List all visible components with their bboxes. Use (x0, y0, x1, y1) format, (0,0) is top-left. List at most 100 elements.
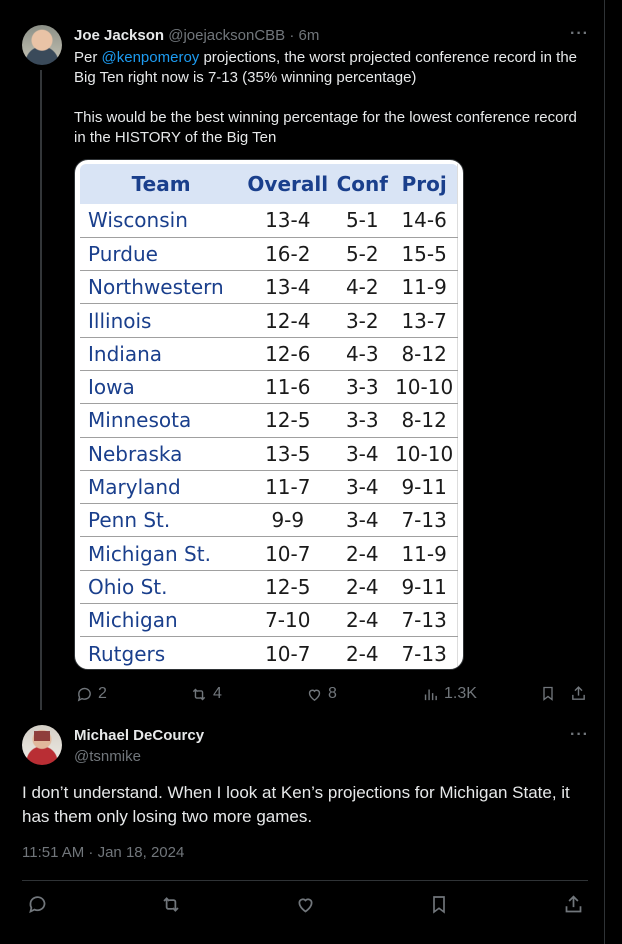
reply-icon (77, 687, 91, 701)
cell-overall: 13-4 (242, 204, 334, 238)
tweet-header: Joe Jackson @joejacksonCBB · 6m (74, 27, 319, 44)
repost-button[interactable] (160, 894, 182, 915)
share-button[interactable] (570, 685, 587, 702)
cell-team: Rutgers (88, 641, 166, 666)
cell-proj: 7-13 (391, 503, 459, 538)
cell-conf: 5-2 (333, 237, 392, 272)
repost-button[interactable]: 4 (190, 685, 222, 703)
cell-team: Indiana (80, 337, 243, 371)
cell-conf: 2-4 (333, 536, 392, 571)
cell-overall: 11-6 (242, 370, 334, 405)
cell-conf: 3-2 (333, 303, 392, 338)
views-button[interactable]: 1.3K (422, 685, 477, 703)
cell-team: Northwestern (80, 270, 243, 305)
thread-connector-line (40, 70, 42, 710)
table-body: Wisconsin 13-4 5-1 14-6 Purdue 16-2 5-2 15-5 Nor… (80, 204, 459, 669)
cell-team: Michigan (80, 603, 243, 638)
cell-conf: 2-4 (333, 603, 392, 638)
cell-proj: 9-11 (391, 470, 459, 505)
author-name[interactable]: Michael DeCourcy (74, 727, 205, 744)
cell-team: Minnesota (80, 403, 243, 438)
more-options-button[interactable]: ··· (570, 726, 589, 743)
bookmark-icon (433, 896, 445, 914)
column-header-overall: Overall (242, 164, 334, 204)
cell-proj: 11-9 (391, 536, 459, 571)
cell-proj: 15-5 (391, 237, 459, 272)
body-line-rest: projections, the worst projected confere… (74, 49, 577, 86)
table-header-row: Team Overall Conf Proj (80, 164, 459, 204)
tweet-media-image[interactable]: Team Overall Conf Proj Wisconsin 13-4 5-1 1… (74, 159, 464, 670)
avatar[interactable] (22, 725, 62, 765)
cell-proj: 7-13 (391, 603, 459, 638)
column-header-conf: Conf (333, 164, 392, 204)
time-separator: · (289, 27, 295, 44)
like-button[interactable] (295, 894, 316, 915)
column-header-proj: Proj (391, 164, 459, 204)
cell-conf: 2-4 (345, 641, 379, 666)
cell-conf: 3-4 (333, 470, 392, 505)
tweet-timestamp[interactable]: 11:51 AM · Jan 18, 2024 (22, 844, 185, 861)
like-icon (308, 689, 321, 701)
table-row: Nebraska 13-5 3-4 10-10 (80, 437, 459, 471)
more-options-button[interactable]: ··· (570, 25, 589, 42)
table-row: Northwestern 13-4 4-2 11-9 (80, 270, 459, 305)
avatar-flag (34, 731, 50, 741)
cell-conf: 4-2 (333, 270, 392, 305)
cell-overall: 13-4 (242, 270, 334, 305)
repost-count: 4 (213, 685, 222, 702)
cell-team: Penn St. (80, 503, 243, 538)
table-row: Penn St. 9-9 3-4 7-13 (80, 503, 459, 538)
projections-table: Team Overall Conf Proj Wisconsin 13-4 5-1 1… (80, 164, 459, 669)
cell-proj: 10-10 (391, 437, 459, 471)
cell-proj: 8-12 (391, 337, 459, 371)
body-prefix: Per (74, 49, 102, 66)
share-icon (565, 895, 582, 913)
cell-team: Wisconsin (80, 204, 243, 238)
cell-overall: 12-5 (242, 570, 334, 605)
bookmark-button[interactable] (429, 894, 449, 915)
cell-overall: 11-7 (242, 470, 334, 505)
table-row: Indiana 12-6 4-3 8-12 (80, 337, 459, 371)
mention-link[interactable]: @kenpomeroy (101, 49, 200, 66)
cell-overall: 12-6 (242, 337, 334, 371)
avatar[interactable] (22, 25, 62, 65)
cell-proj: 8-12 (391, 403, 459, 438)
reply-count: 2 (98, 685, 107, 702)
author-handle[interactable]: @tsnmike (74, 748, 141, 765)
table-row: Michigan 7-10 2-4 7-13 (80, 603, 459, 638)
like-icon (298, 898, 313, 913)
cell-conf: 4-3 (333, 337, 392, 371)
reply-button[interactable] (27, 894, 48, 915)
cell-proj: 9-11 (391, 570, 459, 605)
cell-team: Illinois (80, 303, 243, 338)
cell-team: Nebraska (80, 437, 243, 471)
views-icon (424, 689, 437, 700)
tweet-text: Per @kenpomeroy projections, the worst p… (74, 48, 584, 168)
cell-overall: 12-4 (242, 303, 334, 338)
reply-button[interactable]: 2 (76, 685, 107, 703)
like-button[interactable]: 8 (306, 685, 337, 703)
cell-team: Ohio St. (80, 570, 243, 605)
repost-icon (192, 688, 206, 700)
table-row: Iowa 11-6 3-3 10-10 (80, 370, 459, 405)
like-count: 8 (328, 685, 337, 702)
table-row: Ohio St. 12-5 2-4 9-11 (80, 570, 459, 605)
table-row: Purdue 16-2 5-2 15-5 (80, 237, 459, 272)
tweet-text: I don’t understand. When I look at Ken’s… (22, 783, 570, 826)
cell-team: Purdue (80, 237, 243, 272)
cell-overall: 10-7 (242, 536, 334, 571)
bookmark-button[interactable] (540, 685, 556, 702)
cell-overall: 16-2 (242, 237, 334, 272)
share-button[interactable] (563, 894, 584, 915)
author-name[interactable]: Joe Jackson (74, 27, 165, 44)
cell-conf: 2-4 (333, 570, 392, 605)
cell-conf: 3-4 (333, 437, 392, 471)
author-handle[interactable]: @joejacksonCBB (168, 27, 286, 44)
divider (22, 880, 588, 881)
tweet-paragraph: Per @kenpomeroy projections, the worst p… (74, 48, 584, 88)
tweet-time[interactable]: 6m (298, 27, 320, 44)
timeline-frame (604, 0, 605, 944)
cell-overall: 12-5 (242, 403, 334, 438)
cell-proj: 7-13 (391, 636, 459, 669)
cell-conf: 3-4 (333, 503, 392, 538)
